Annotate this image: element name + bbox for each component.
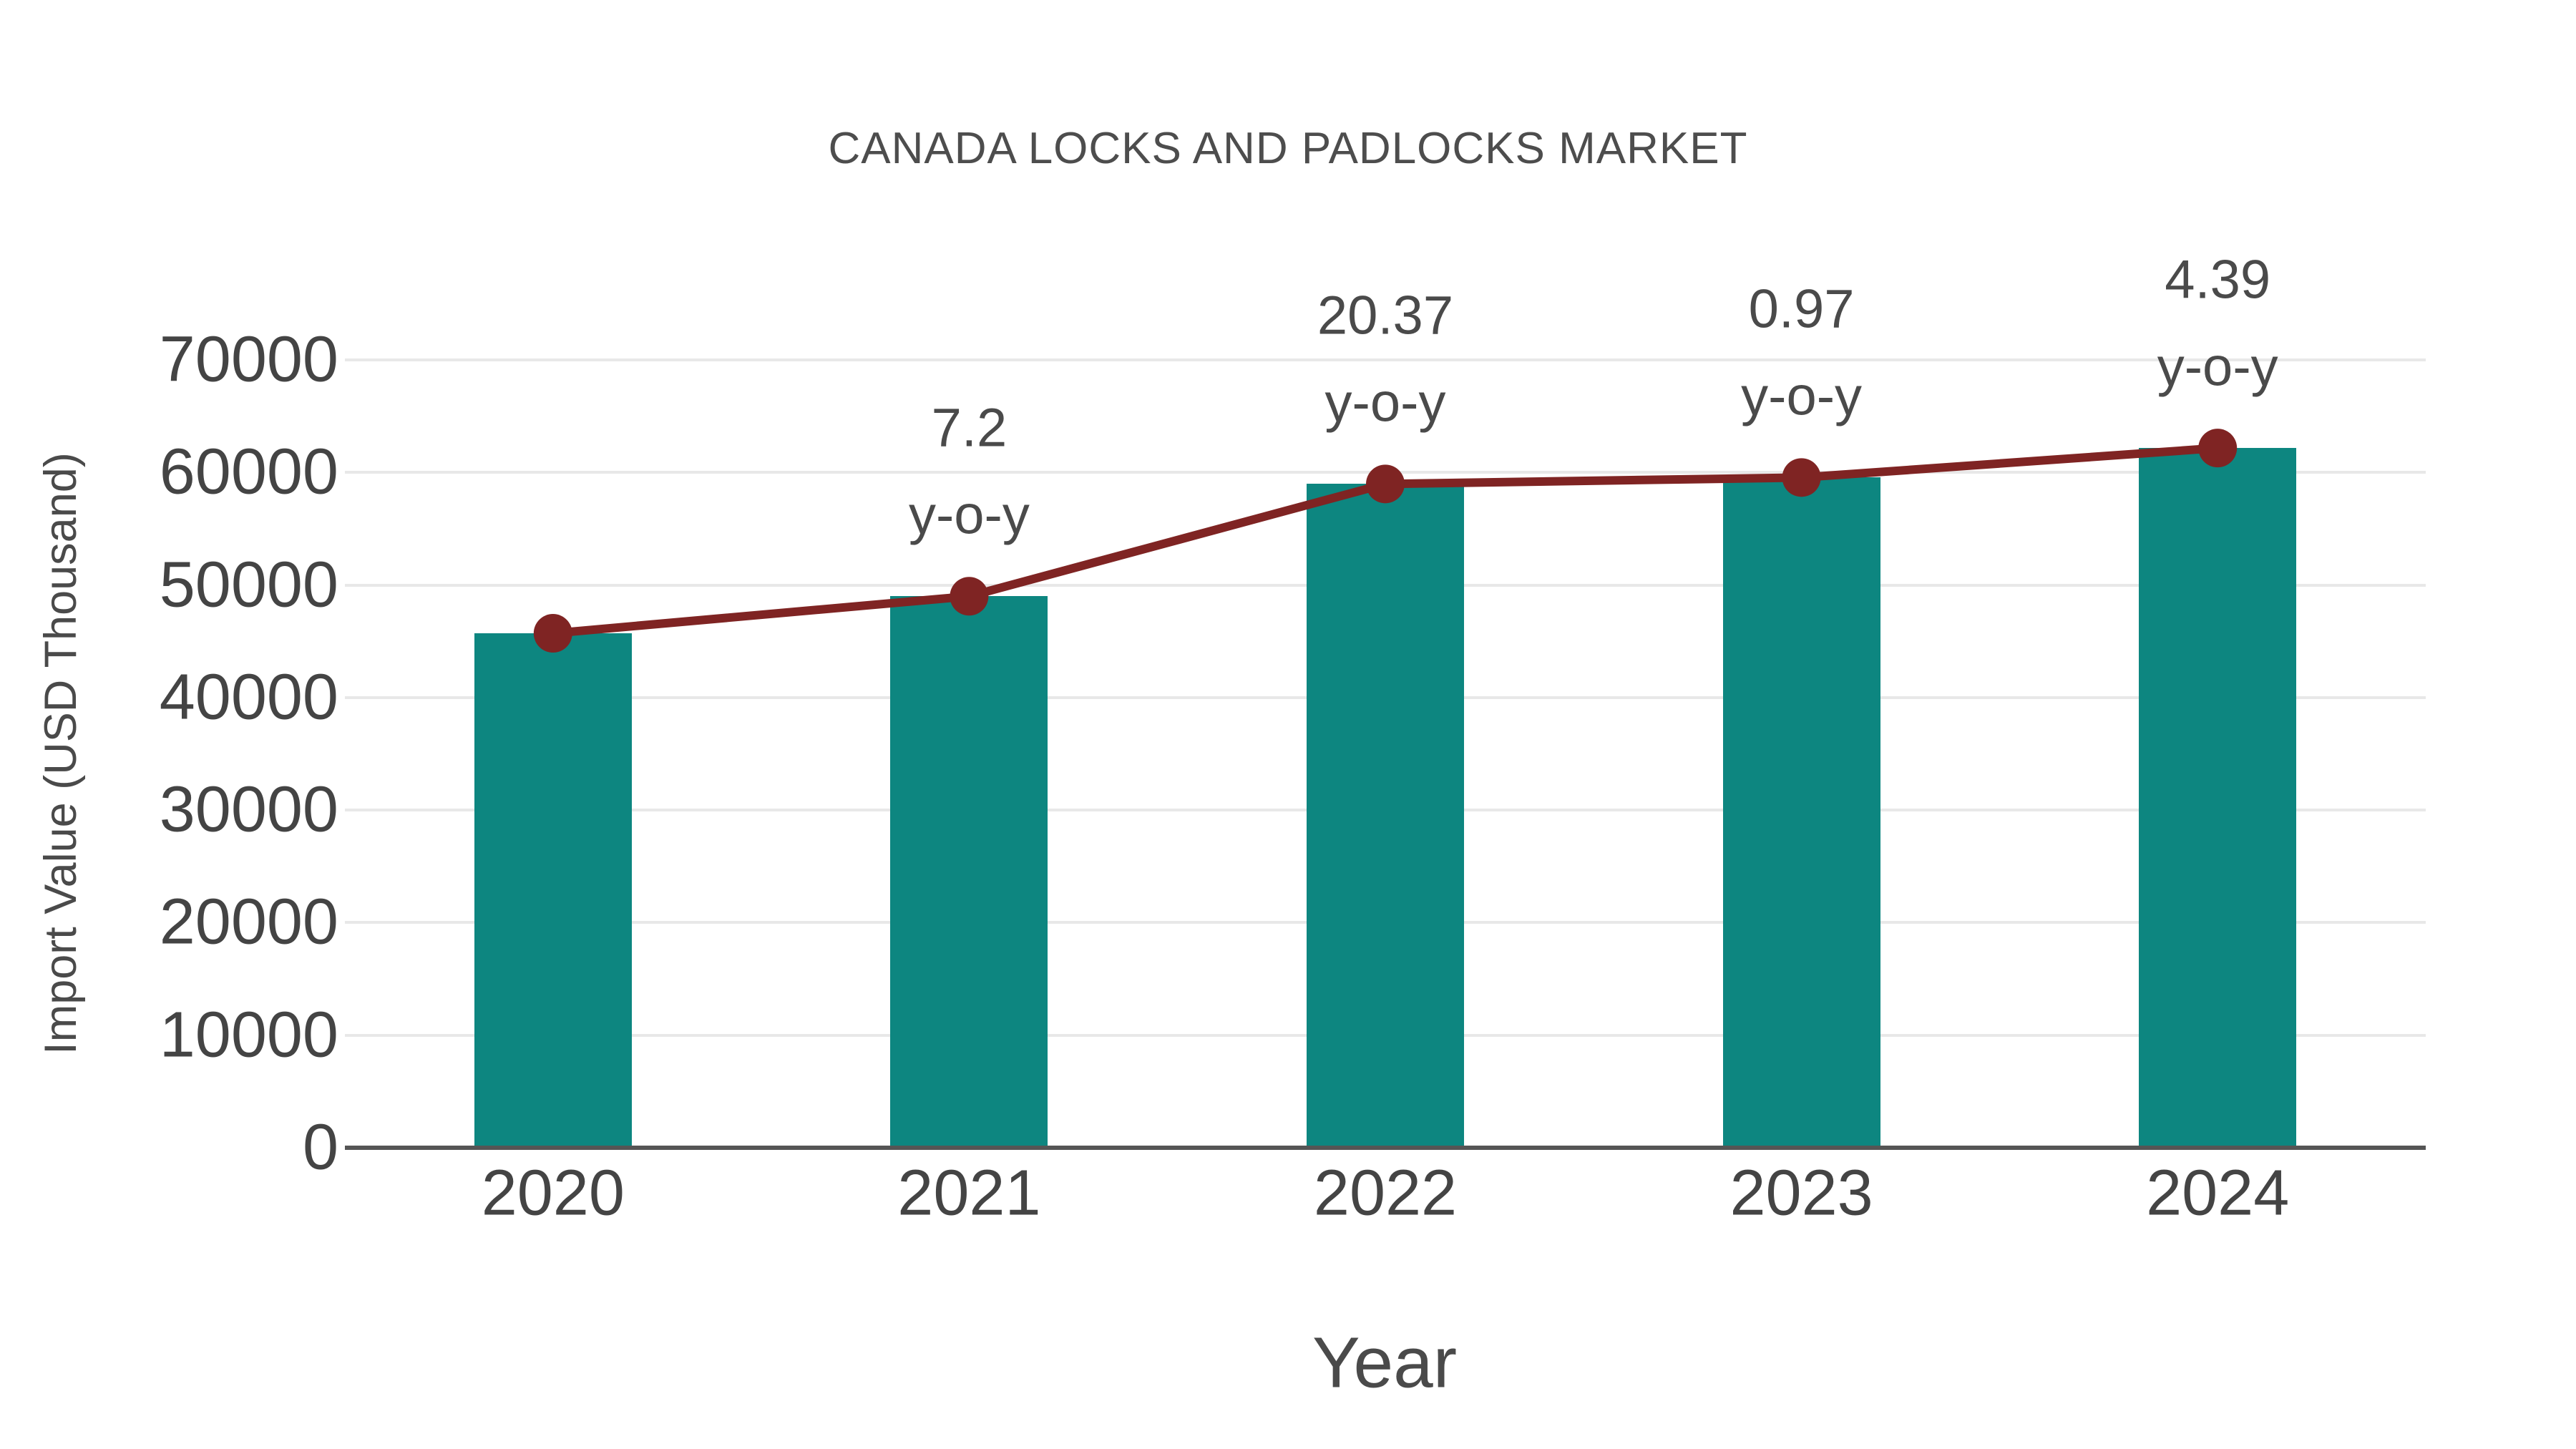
grid-line [345,471,2426,474]
y-axis-title: Import Value (USD Thousand) [36,452,86,1055]
x-tick-label: 2022 [1313,1157,1458,1229]
annotation-label: y-o-y [2157,336,2278,398]
y-tick-label: 30000 [159,774,338,846]
x-tick-label: 2024 [2146,1157,2290,1229]
y-tick-label: 40000 [159,661,338,733]
annotation-value: 7.2 [931,397,1008,459]
annotation-label: y-o-y [1324,372,1446,434]
bar [474,633,632,1148]
chart-title: CANADA LOCKS AND PADLOCKS MARKET [828,124,1748,173]
annotation-value: 4.39 [2165,249,2271,311]
y-tick-label: 60000 [159,436,338,508]
y-tick-label: 70000 [159,323,338,396]
grid-line [345,358,2426,361]
y-tick-label: 20000 [159,886,338,958]
x-axis-title: Year [1312,1322,1458,1403]
x-tick-label: 2020 [481,1157,625,1229]
y-tick-label: 50000 [159,549,338,621]
y-tick-label: 0 [302,1111,338,1184]
x-tick-label: 2023 [1729,1157,1873,1229]
annotation-label: y-o-y [1741,366,1863,427]
bar [1722,477,1880,1148]
x-tick-label: 2021 [897,1157,1041,1229]
bar [890,596,1048,1148]
bar [2139,448,2297,1148]
annotation-label: y-o-y [908,484,1030,546]
bar [1307,484,1464,1148]
annotation-value: 20.37 [1317,285,1454,346]
y-tick-label: 10000 [159,999,338,1071]
annotation-value: 0.97 [1748,278,1855,340]
